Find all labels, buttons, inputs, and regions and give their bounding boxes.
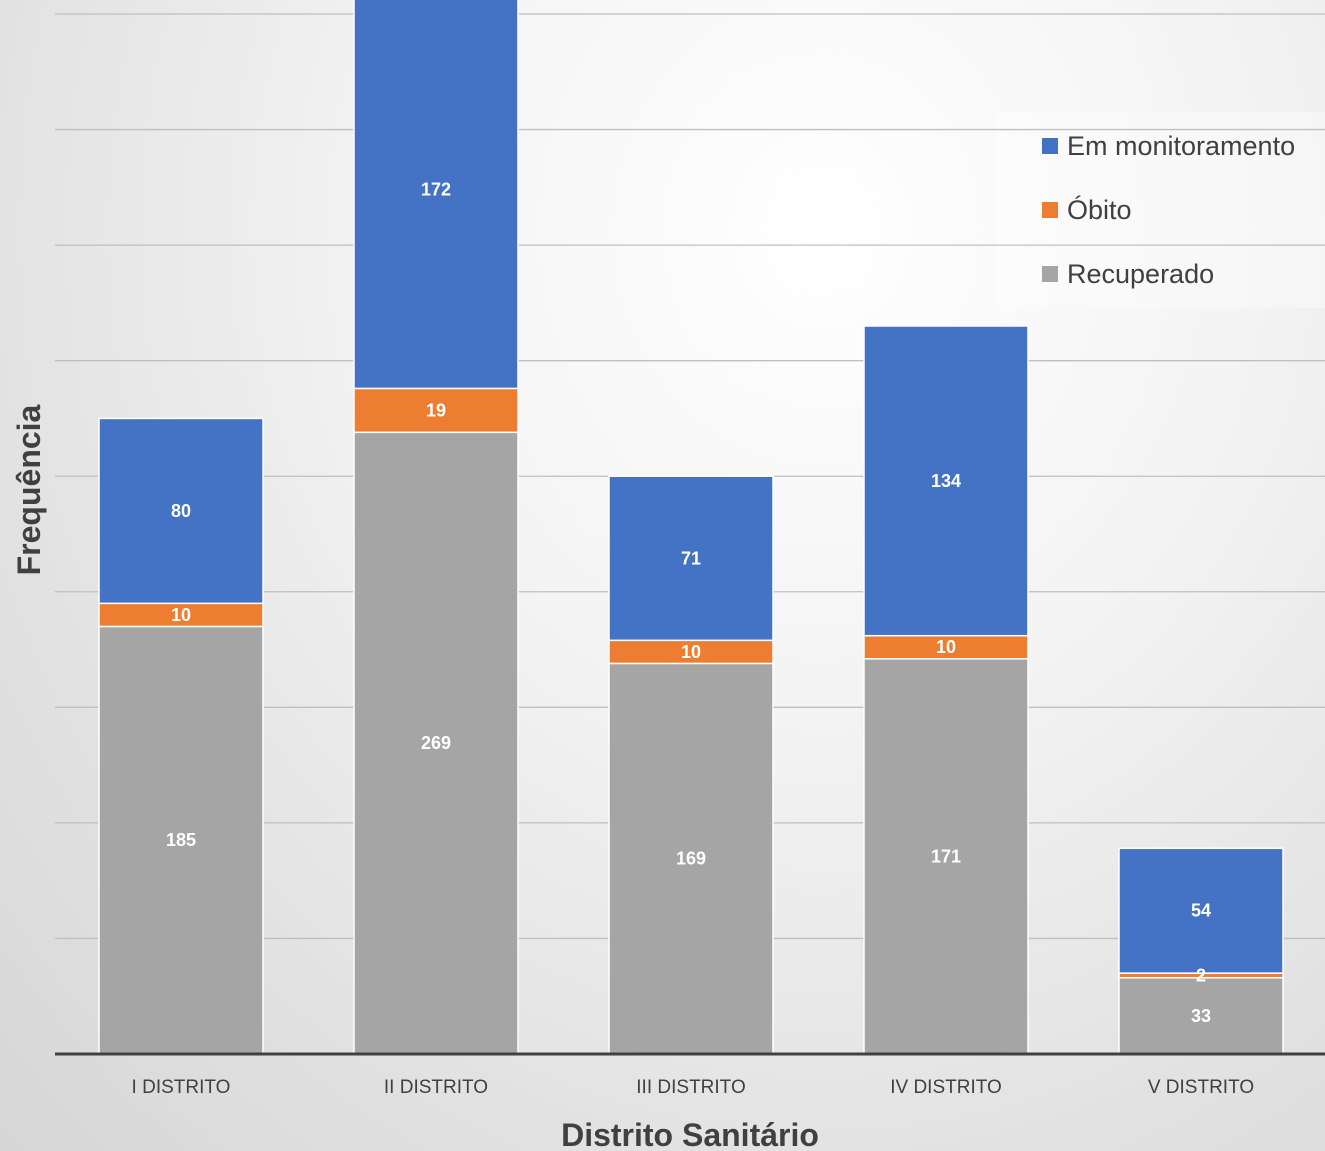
x-tick-label: II DISTRITO [384,1077,488,1098]
data-label: 10 [936,637,956,657]
x-tick-label: V DISTRITO [1148,1077,1254,1098]
data-label: 172 [421,180,451,200]
x-tick-label: III DISTRITO [636,1077,745,1098]
x-axis-title: Distrito Sanitário [561,1117,819,1151]
bar-segment-em-monitoramento [608,475,774,642]
data-label: 134 [931,471,961,491]
bar-segment-em-monitoramento [353,0,519,390]
data-label: 169 [676,849,706,869]
data-label: 10 [681,642,701,662]
x-tick-label: IV DISTRITO [890,1077,1002,1098]
legend-swatch [1042,202,1058,218]
x-axis-ticks: I DISTRITO II DISTRITO III DISTRITO IV DIST… [132,1077,1255,1098]
data-label: 54 [1191,901,1211,921]
legend-label: Óbito [1067,194,1132,225]
legend: Em monitoramento Óbito Recuperado [1042,131,1295,289]
data-label: 269 [421,733,451,753]
data-label: 2 [1196,965,1206,985]
data-label: 80 [171,501,191,521]
data-labels: 185 10 80 269 19 172 169 10 71 171 10 134 33 2 54 [166,180,1211,1026]
bar-segment-em-monitoramento [1118,847,1284,974]
data-label: 171 [931,846,961,866]
legend-label: Em monitoramento [1067,131,1295,161]
bar-segment--bito [353,387,519,434]
data-label: 33 [1191,1006,1211,1026]
legend-swatch [1042,266,1058,282]
legend-label: Recuperado [1067,259,1214,289]
x-tick-label: I DISTRITO [132,1077,231,1098]
legend-swatch [1042,138,1058,154]
bars [98,0,1284,1055]
data-label: 71 [681,548,701,568]
data-label: 10 [171,605,191,625]
bar-segment-em-monitoramento [98,417,264,605]
y-axis-title: Frequência [11,404,47,575]
bar-segment-recuperado [863,658,1029,1055]
data-label: 19 [426,400,446,420]
bar-segment-recuperado [98,625,264,1055]
bar-segment-em-monitoramento [863,325,1029,637]
bar-segment-recuperado [1118,976,1284,1055]
bar-segment-recuperado [608,662,774,1055]
bar-segment-recuperado [353,431,519,1055]
data-label: 185 [166,830,196,850]
